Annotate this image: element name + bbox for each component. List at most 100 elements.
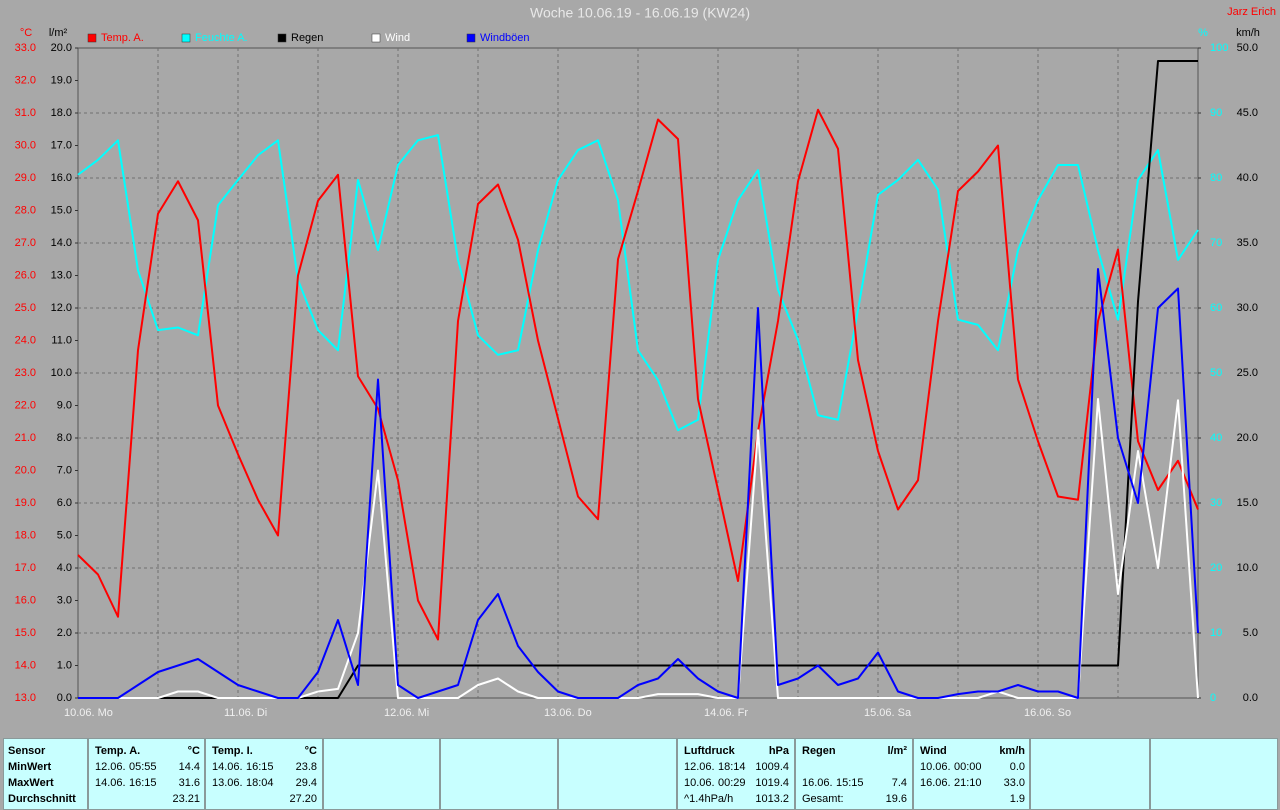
- y-tick-label: 27.0: [15, 237, 36, 249]
- y-tick-label: 2.0: [57, 627, 72, 639]
- y-tick-label: 8.0: [57, 432, 72, 444]
- y-tick-label: 45.0: [1237, 107, 1258, 119]
- value: 23.21: [172, 793, 200, 805]
- y-tick-label: 50.0: [1237, 42, 1258, 54]
- stats-box: [677, 738, 795, 810]
- date: 10.06.: [920, 761, 951, 773]
- date: Gesamt:: [802, 793, 844, 805]
- stats-box: [440, 738, 558, 810]
- y-tick-label: 25.0: [1237, 367, 1258, 379]
- stats-box: [558, 738, 677, 810]
- group-name: Regen: [802, 745, 836, 757]
- y-tick-label: 19.0: [15, 497, 36, 509]
- group-name: Temp. A.: [95, 745, 141, 757]
- axis-label: °C: [20, 27, 32, 39]
- y-tick-label: 24.0: [15, 334, 36, 346]
- y-tick-label: 80: [1210, 172, 1222, 184]
- y-tick-label: 30: [1210, 497, 1222, 509]
- y-tick-label: 0: [1210, 692, 1216, 704]
- y-tick-label: 10.0: [1237, 562, 1258, 574]
- y-tick-label: 31.0: [15, 107, 36, 119]
- row-label: MaxWert: [8, 777, 54, 789]
- row-label: Durchschnitt: [8, 793, 76, 805]
- y-tick-label: 10.0: [51, 367, 72, 379]
- y-tick-label: 100: [1210, 42, 1228, 54]
- date: 13.06.: [212, 777, 243, 789]
- stats-box: [1150, 738, 1278, 810]
- series-line: [77, 108, 1199, 641]
- group-name: Temp. I.: [212, 745, 253, 757]
- axis-label: l/m²: [49, 27, 68, 39]
- y-tick-label: 40.0: [1237, 172, 1258, 184]
- time: 05:55: [129, 761, 157, 773]
- date: 12.06.: [684, 761, 715, 773]
- y-tick-label: 90: [1210, 107, 1222, 119]
- y-tick-label: 1.0: [57, 659, 72, 671]
- group-unit: hPa: [768, 745, 789, 757]
- series-line: [78, 398, 1199, 699]
- legend-label: Wind: [385, 32, 410, 44]
- legend-swatch: [181, 33, 191, 43]
- value: 7.4: [891, 777, 907, 789]
- series-line: [77, 134, 1199, 432]
- date: 12.06.: [95, 761, 126, 773]
- date: 16.06.: [802, 777, 833, 789]
- y-tick-label: 23.0: [15, 367, 36, 379]
- row-label: Sensor: [8, 745, 46, 757]
- group-unit: °C: [304, 745, 317, 757]
- time: 18:14: [718, 761, 746, 773]
- y-tick-label: 16.0: [51, 172, 72, 184]
- y-tick-label: 7.0: [57, 464, 72, 476]
- group-unit: km/h: [999, 745, 1025, 757]
- time: 21:10: [954, 777, 982, 789]
- date: 10.06.: [684, 777, 715, 789]
- time: 00:29: [718, 777, 746, 789]
- value: 1013.2: [755, 793, 789, 805]
- legend-swatch: [87, 33, 97, 43]
- y-tick-label: 32.0: [15, 74, 36, 86]
- value: 29.4: [295, 777, 317, 789]
- y-tick-label: 20.0: [15, 464, 36, 476]
- legend-label: Windböen: [480, 32, 530, 44]
- time: 16:15: [129, 777, 157, 789]
- y-tick-label: 13.0: [51, 269, 72, 281]
- y-tick-label: 12.0: [51, 302, 72, 314]
- legend-label: Feuchte A.: [195, 32, 248, 44]
- y-tick-label: 18.0: [51, 107, 72, 119]
- legend-swatch: [466, 33, 476, 43]
- date: 16.06.: [920, 777, 951, 789]
- y-tick-label: 15.0: [1237, 497, 1258, 509]
- x-tick-label: 10.06. Mo: [64, 707, 113, 719]
- y-tick-label: 0.0: [1243, 692, 1258, 704]
- y-tick-label: 13.0: [15, 692, 36, 704]
- date: ^1.4hPa/h: [684, 793, 734, 805]
- value: 1009.4: [755, 761, 789, 773]
- y-tick-label: 60: [1210, 302, 1222, 314]
- value: 33.0: [1003, 777, 1025, 789]
- y-tick-label: 50: [1210, 367, 1222, 379]
- row-label: MinWert: [8, 761, 52, 773]
- time: 16:15: [246, 761, 274, 773]
- value: 31.6: [178, 777, 200, 789]
- y-tick-label: 3.0: [57, 594, 72, 606]
- group-name: Luftdruck: [684, 745, 735, 757]
- y-tick-label: 15.0: [15, 627, 36, 639]
- y-tick-label: 21.0: [15, 432, 36, 444]
- stats-box: [323, 738, 440, 810]
- y-tick-label: 35.0: [1237, 237, 1258, 249]
- y-tick-label: 18.0: [15, 529, 36, 541]
- x-tick-label: 11.06. Di: [224, 707, 267, 719]
- group-unit: l/m²: [887, 745, 907, 757]
- y-tick-label: 15.0: [51, 204, 72, 216]
- y-tick-label: 20.0: [51, 42, 72, 54]
- legend-label: Temp. A.: [101, 32, 144, 44]
- time: 00:00: [954, 761, 982, 773]
- stats-box: [1030, 738, 1150, 810]
- y-tick-label: 28.0: [15, 204, 36, 216]
- value: 23.8: [295, 761, 317, 773]
- value: 27.20: [289, 793, 317, 805]
- x-tick-label: 16.06. So: [1024, 707, 1071, 719]
- value: 1019.4: [755, 777, 789, 789]
- y-tick-label: 14.0: [51, 237, 72, 249]
- y-tick-label: 30.0: [1237, 302, 1258, 314]
